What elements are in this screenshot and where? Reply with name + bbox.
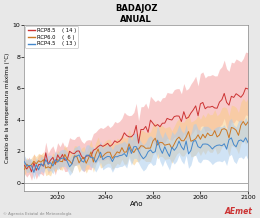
Legend: RCP8.5    ( 14 ), RCP6.0    (  6 ), RCP4.5    ( 13 ): RCP8.5 ( 14 ), RCP6.0 ( 6 ), RCP4.5 ( 13… — [25, 26, 78, 48]
Title: BADAJOZ
ANUAL: BADAJOZ ANUAL — [115, 4, 158, 24]
X-axis label: Año: Año — [129, 201, 143, 207]
Text: © Agencia Estatal de Meteorología: © Agencia Estatal de Meteorología — [3, 212, 71, 216]
Text: AEmet: AEmet — [224, 207, 252, 216]
Y-axis label: Cambio de la temperatura máxima (°C): Cambio de la temperatura máxima (°C) — [4, 53, 10, 163]
